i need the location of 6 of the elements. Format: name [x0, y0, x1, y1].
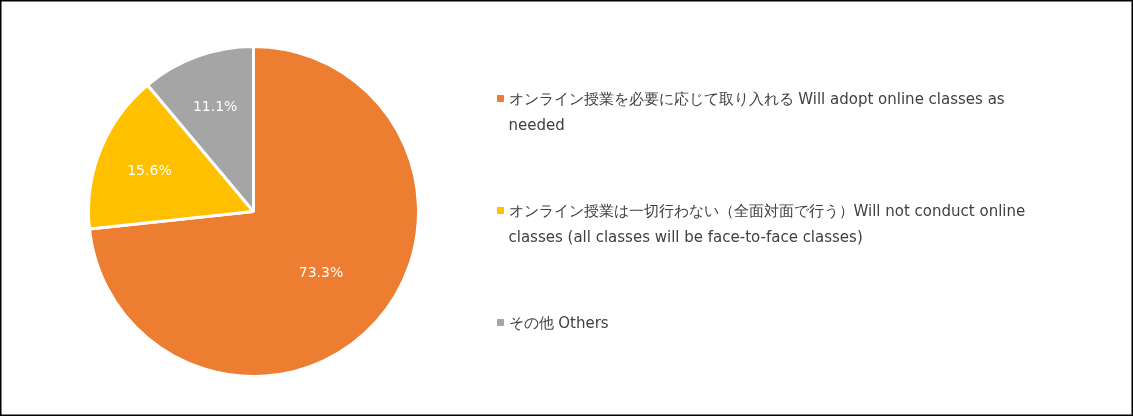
data-label: 15.6%	[127, 161, 172, 178]
data-label: 11.1%	[192, 98, 238, 115]
data-label: 73.3%	[298, 264, 344, 281]
legend-label: その他 Others	[508, 313, 609, 332]
legend-label: オンライン授業は一切行わない（全面対面で行う）Will not conduct online classes (all classes will be face-to-face classes)	[508, 201, 1026, 246]
legend-label: オンライン授業を必要に応じて取り入れる Will adopt online classes as needed	[508, 89, 1005, 134]
